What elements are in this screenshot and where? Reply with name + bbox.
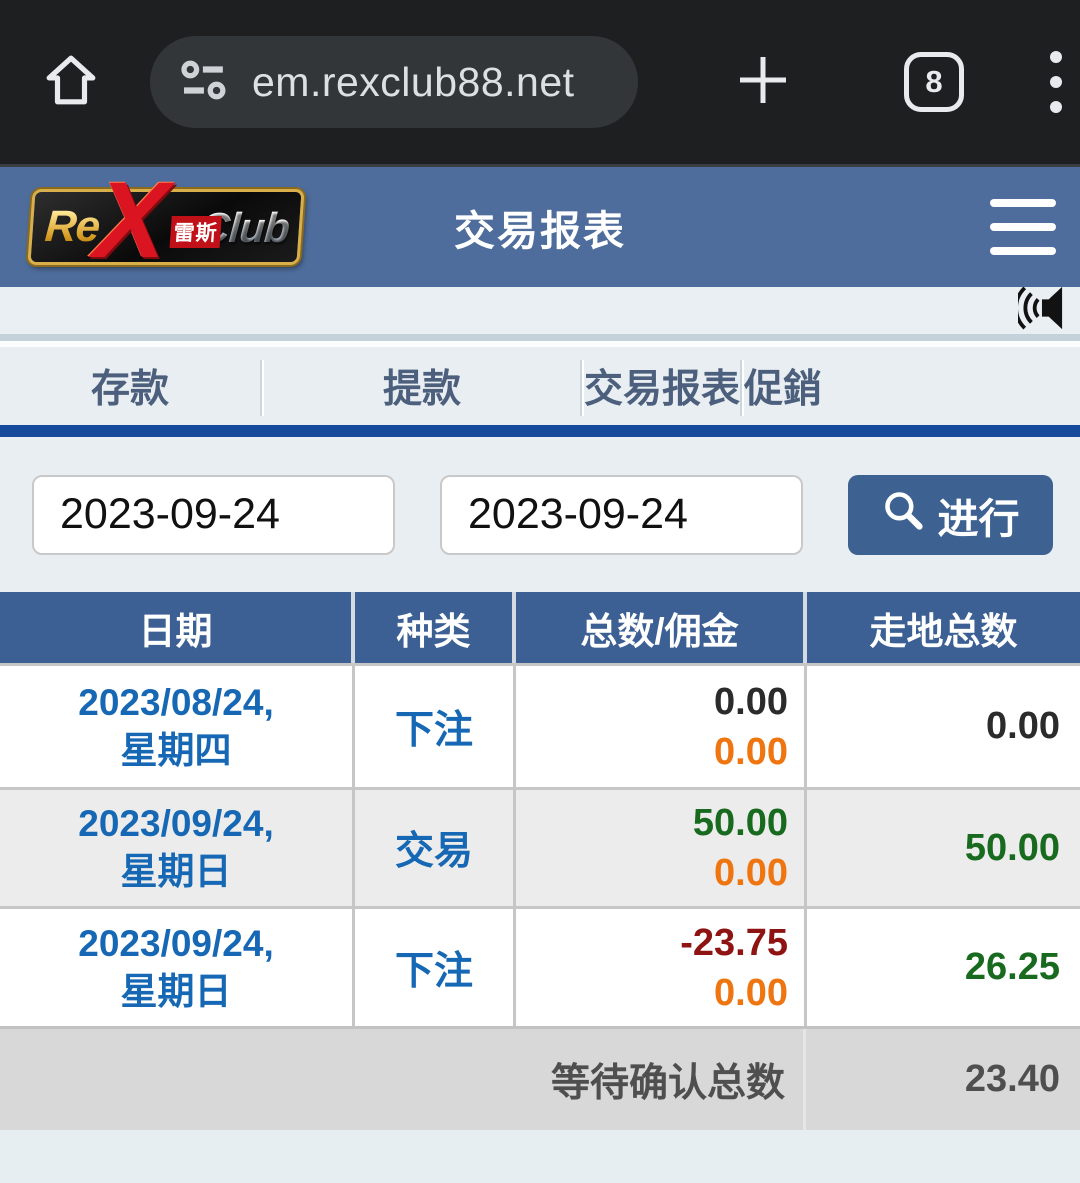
total-commission-cell: -23.75 0.00 [516,909,807,1026]
commission-value: 0.00 [714,730,788,773]
total-commission-cell: 50.00 0.00 [516,790,807,906]
logo-re-text: Re [43,202,101,251]
table-row: 2023/09/24, 星期日 下注 -23.75 0.00 26.25 [0,906,1080,1026]
browser-toolbar: em.rexclub88.net 8 [0,0,1080,167]
divider [0,341,1080,347]
divider [580,360,584,416]
hamburger-menu-icon[interactable] [984,193,1062,261]
date-to-input[interactable] [440,474,803,555]
site-settings-icon[interactable] [180,59,230,106]
date-text: 2023/09/24, [78,803,274,844]
column-header-running-total: 走地总数 [869,610,1018,652]
tab-promotion[interactable]: 促銷 [744,368,823,411]
date-filter-bar: 进行 [0,437,1080,592]
column-header-total-commission: 总数/佣金 [516,592,807,663]
search-icon [882,489,924,541]
running-total-cell: 0.00 [807,666,1080,787]
nav-accent-bar [0,425,1080,437]
table-row: 2023/08/24, 星期四 下注 0.00 0.00 0.00 [0,663,1080,787]
table-header-row: 日期 种类 总数/佣金 走地总数 [0,592,1080,663]
weekday-text: 星期四 [120,729,232,771]
tab-deposit[interactable]: 存款 [90,368,169,411]
tab-transaction-report[interactable]: 交易报表 [584,368,741,411]
announcement-bar [0,285,1080,336]
type-cell[interactable]: 交易 [355,790,516,906]
running-total-cell: 50.00 [807,790,1080,906]
type-cell[interactable]: 下注 [355,909,516,1026]
commission-value: 0.00 [714,971,788,1014]
page-title: 交易报表 [454,208,626,254]
commission-value: 0.00 [714,852,788,894]
tab-count: 8 [925,64,943,99]
weekday-text: 星期日 [120,851,232,892]
divider [740,360,745,416]
search-button[interactable]: 进行 [848,474,1053,555]
date-text: 2023/08/24, [78,681,274,723]
nav-tabs: 存款 提款 交易报表 促銷 [0,347,1080,425]
site-header: Re X 雷斯 Club 交易报表 [0,159,1080,287]
pending-total-value: 23.40 [964,1058,1060,1100]
tab-withdraw[interactable]: 提款 [382,368,461,411]
running-total-value: 50.00 [964,826,1060,869]
type-cell[interactable]: 下注 [355,666,516,787]
page-background [0,1130,1080,1183]
weekday-text: 星期日 [120,970,232,1012]
total-value: 0.00 [714,680,788,723]
new-tab-icon[interactable] [734,51,792,114]
date-cell[interactable]: 2023/09/24, 星期日 [0,909,355,1026]
home-icon[interactable] [44,52,98,113]
logo-x-text: X [91,159,172,280]
divider [0,334,1080,341]
table-row: 2023/09/24, 星期日 交易 50.00 0.00 50.00 [0,787,1080,906]
date-cell[interactable]: 2023/08/24, 星期四 [0,666,355,787]
date-cell[interactable]: 2023/09/24, 星期日 [0,790,355,906]
pending-total-label: 等待确认总数 [0,1029,806,1130]
url-text: em.rexclub88.net [252,58,575,105]
address-bar[interactable]: em.rexclub88.net [150,36,638,128]
total-value: -23.75 [680,921,788,964]
column-header-type: 种类 [355,592,516,663]
running-total-value: 0.00 [986,705,1060,747]
column-header-date: 日期 [0,592,355,663]
type-text: 下注 [394,949,473,993]
search-button-label: 进行 [937,495,1020,542]
tab-switcher-button[interactable]: 8 [904,52,964,112]
date-from-input[interactable] [32,474,395,555]
browser-menu-icon[interactable] [1050,51,1062,113]
type-text: 下注 [394,708,473,752]
table-footer-row: 等待确认总数 23.40 [0,1026,1080,1130]
running-total-cell: 26.25 [807,909,1080,1026]
divider [260,360,264,416]
type-text: 交易 [394,830,473,873]
date-text: 2023/09/24, [78,922,274,964]
total-commission-cell: 0.00 0.00 [516,666,807,787]
speaker-icon [1014,285,1064,336]
running-total-value: 26.25 [964,946,1060,988]
rexclub-logo[interactable]: Re X 雷斯 Club [27,159,305,280]
logo-chinese-text: 雷斯 [169,216,222,248]
total-value: 50.00 [692,802,788,844]
